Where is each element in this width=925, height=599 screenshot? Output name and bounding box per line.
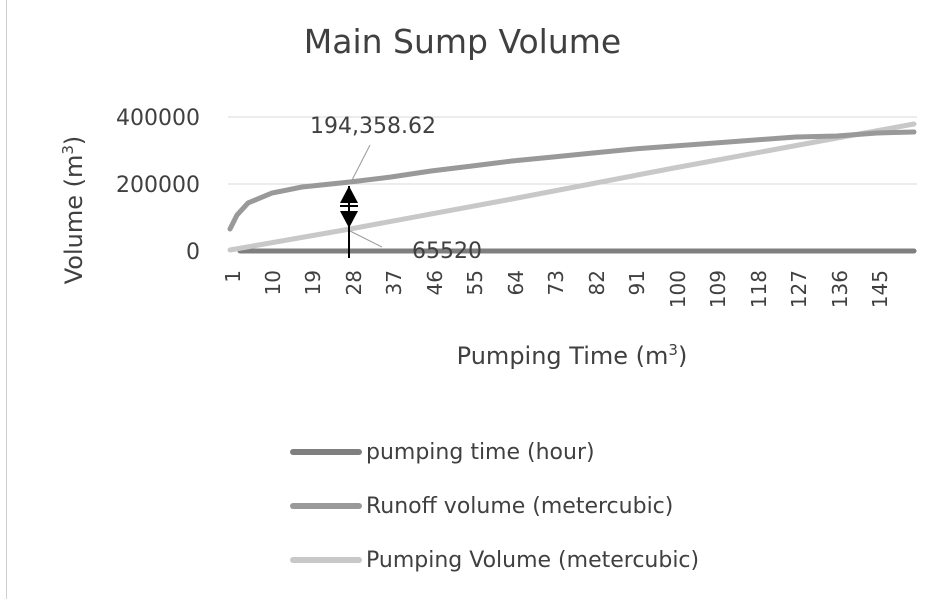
legend-label: Pumping Volume (metercubic): [366, 547, 700, 573]
ytick-label: 200000: [116, 173, 200, 198]
chart-title: Main Sump Volume: [303, 22, 622, 61]
svg-text:1: 1: [221, 270, 245, 283]
y-axis-title: Volume (m3): [59, 136, 88, 285]
ytick-label: 0: [186, 240, 200, 265]
svg-text:37: 37: [382, 270, 406, 295]
legend-label: pumping time (hour): [366, 439, 595, 465]
x-tick-labels: 1 10 19 28 37 46 55 64 73 82 91 100 109 …: [221, 270, 892, 308]
left-border: [6, 0, 7, 599]
svg-text:127: 127: [787, 270, 811, 308]
series-runoff-volume: [227, 129, 917, 232]
svg-text:10: 10: [261, 270, 285, 295]
svg-text:100: 100: [666, 270, 690, 308]
annotation-upper: 194,358.62: [310, 114, 436, 139]
double-arrow-icon: [340, 186, 358, 258]
x-axis-title: Pumping Time (m3): [457, 341, 688, 370]
svg-text:145: 145: [868, 270, 892, 308]
svg-text:46: 46: [423, 270, 447, 295]
svg-text:73: 73: [544, 270, 568, 295]
legend-item-pumping-volume: Pumping Volume (metercubic): [290, 533, 699, 587]
legend-swatch: [290, 503, 362, 509]
legend-swatch: [290, 557, 362, 563]
svg-text:64: 64: [504, 270, 528, 295]
legend-swatch: [290, 449, 362, 455]
series-pumping-volume: [227, 121, 917, 253]
svg-text:82: 82: [585, 270, 609, 295]
legend-item-runoff-volume: Runoff volume (metercubic): [290, 479, 699, 533]
svg-text:55: 55: [463, 270, 487, 295]
svg-text:118: 118: [747, 270, 771, 308]
legend-label: Runoff volume (metercubic): [366, 493, 674, 519]
legend: pumping time (hour) Runoff volume (meter…: [290, 425, 699, 587]
annotation-lower: 65520: [412, 239, 482, 264]
svg-text:19: 19: [301, 270, 325, 295]
ytick-label: 400000: [116, 106, 200, 131]
legend-item-pumping-time: pumping time (hour): [290, 425, 699, 479]
annotation-leader-lower: [349, 230, 383, 248]
svg-text:28: 28: [342, 270, 366, 295]
svg-text:109: 109: [706, 270, 730, 308]
svg-text:136: 136: [828, 270, 852, 308]
annotation-leader-upper: [349, 144, 371, 185]
svg-text:91: 91: [625, 270, 649, 295]
